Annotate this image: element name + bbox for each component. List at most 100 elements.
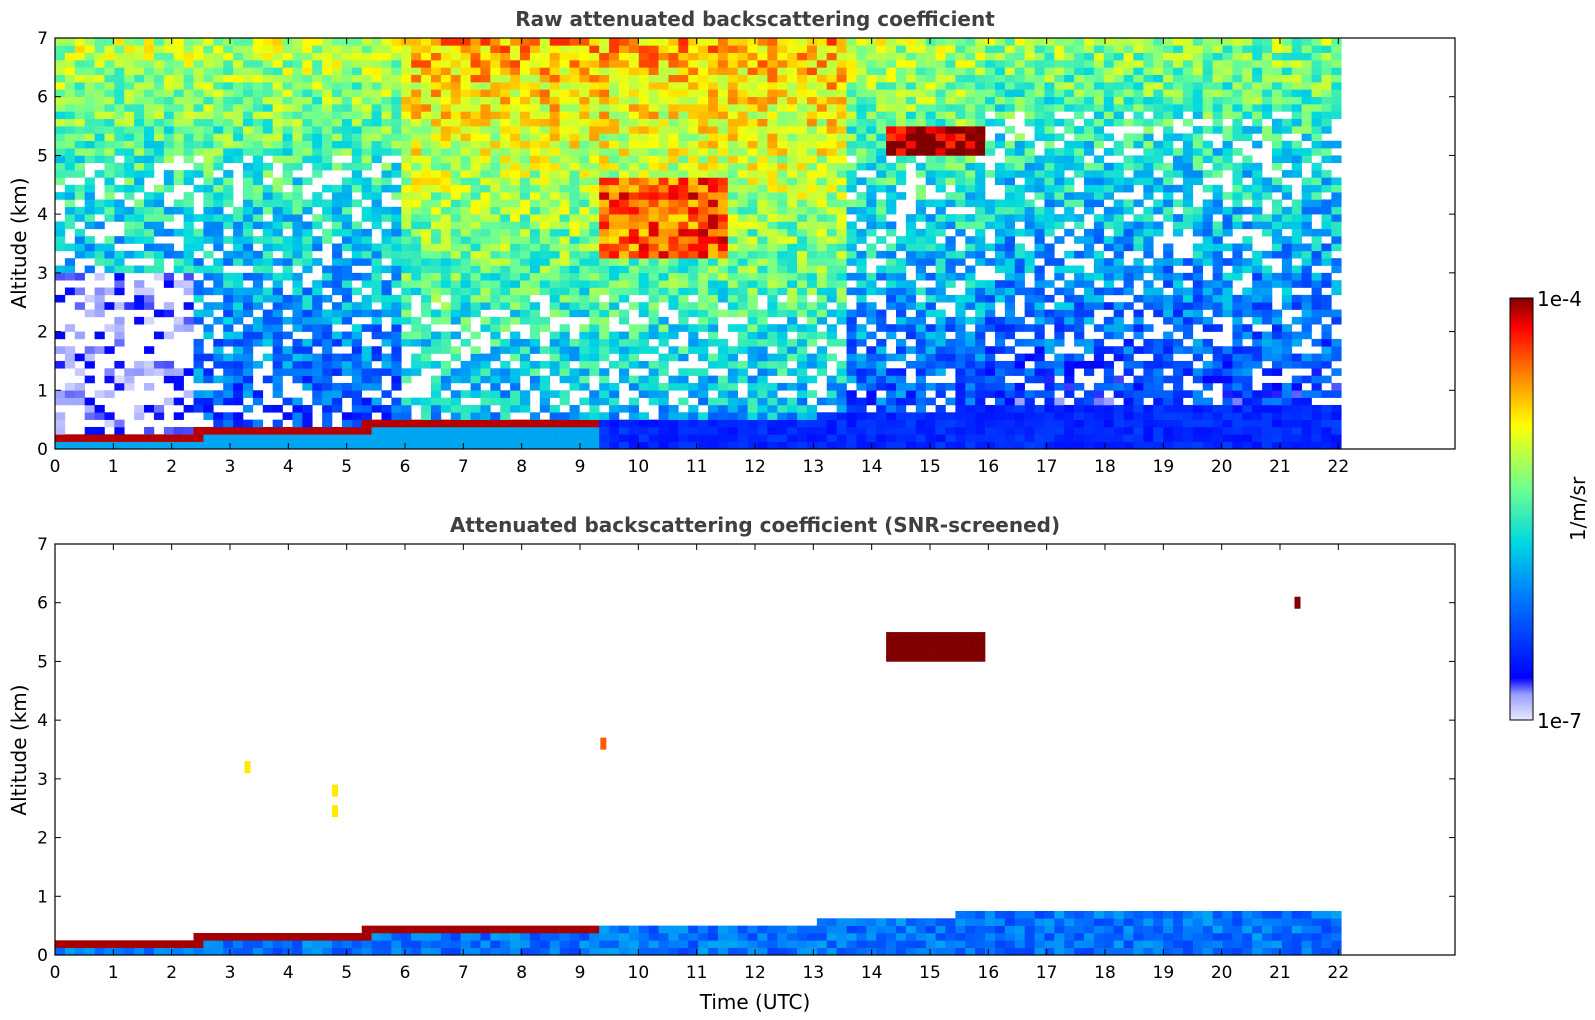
heat-cell (480, 404, 491, 413)
heat-cell (886, 228, 897, 237)
heat-cell (381, 133, 392, 142)
heat-cell (371, 74, 382, 83)
heat-cell (648, 309, 659, 318)
heat-cell (64, 45, 76, 53)
heat-cell (836, 441, 847, 450)
heat-cell (777, 140, 788, 149)
heat-cell (727, 126, 738, 134)
heat-cell (668, 236, 679, 244)
heat-cell (421, 162, 432, 171)
heat-cell (361, 177, 372, 186)
heat-cell (985, 214, 996, 222)
heat-cell (876, 199, 887, 208)
heat-cell (915, 346, 926, 354)
heat-cell (500, 104, 511, 112)
heat-cell (777, 126, 788, 134)
heat-cell (668, 221, 679, 230)
heat-cell (628, 89, 640, 98)
heat-cell (381, 38, 392, 46)
heat-cell (1074, 82, 1085, 90)
heat-cell (351, 60, 363, 68)
heat-cell (529, 74, 541, 83)
heat-cell (1014, 287, 1025, 296)
heat-cell (628, 192, 640, 200)
heat-cell (797, 258, 808, 266)
heat-cell (233, 206, 244, 215)
heat-cell (569, 192, 580, 200)
heat-cell (994, 265, 1006, 274)
heat-cell (717, 258, 729, 266)
heat-cell (193, 214, 204, 222)
heat-cell (757, 434, 768, 442)
heat-cell (401, 258, 412, 266)
heat-cell (846, 140, 857, 149)
heat-cell (618, 192, 630, 200)
heat-cell (638, 426, 649, 435)
heat-cell (925, 60, 936, 68)
heat-cell (1074, 412, 1085, 420)
heat-cell (965, 294, 976, 303)
heat-cell (1034, 170, 1045, 178)
heat-cell (203, 192, 214, 200)
heat-cell (826, 206, 837, 215)
heat-cell (826, 324, 837, 332)
heat-cell (183, 140, 194, 149)
heat-cell (421, 338, 432, 347)
heat-cell (708, 419, 719, 428)
heat-cell (579, 206, 590, 215)
heat-cell (114, 170, 125, 178)
heat-cell (856, 118, 867, 127)
heat-cell (688, 250, 699, 259)
heat-cell (609, 360, 620, 369)
heat-cell (242, 74, 254, 83)
heat-cell (312, 155, 323, 164)
heat-cell (915, 382, 926, 391)
heat-cell (470, 412, 481, 420)
heat-cell (460, 265, 471, 274)
heat-cell (371, 272, 382, 281)
heat-cell (866, 177, 877, 186)
heat-cell (223, 434, 234, 442)
heat-cell (727, 404, 738, 413)
heat-cell (183, 133, 194, 142)
heat-cell (816, 280, 828, 288)
heat-cell (965, 89, 976, 98)
heat-cell (945, 148, 956, 156)
heat-cell (510, 206, 521, 215)
heat-cell (618, 441, 630, 450)
heat-cell (500, 177, 511, 186)
heat-cell (84, 206, 95, 215)
heat-cell (925, 309, 936, 318)
heat-cell (104, 155, 115, 164)
heat-cell (371, 140, 382, 149)
heat-cell (371, 382, 382, 391)
heat-cell (816, 331, 828, 340)
heat-cell (391, 419, 402, 428)
heat-cell (658, 404, 669, 413)
heat-cell (905, 280, 917, 288)
heat-cell (806, 60, 818, 68)
heat-cell (84, 236, 95, 244)
heat-cell (153, 199, 165, 208)
heat-cell (975, 368, 986, 376)
heat-cell (94, 287, 105, 296)
heat-cell (737, 441, 748, 450)
heat-cell (569, 280, 580, 288)
heat-cell (242, 236, 254, 244)
heat-cell (74, 140, 85, 149)
heat-cell (193, 74, 204, 83)
heat-cell (896, 74, 907, 83)
heat-cell (688, 177, 699, 186)
heat-cell (302, 302, 313, 310)
heat-cell (836, 177, 847, 186)
heat-cell (401, 118, 412, 127)
heat-cell (609, 170, 620, 178)
heat-cell (94, 412, 105, 420)
heat-cell (935, 199, 946, 208)
heat-cell (1004, 89, 1016, 98)
heat-cell (609, 390, 620, 398)
heat-cell (727, 368, 738, 376)
heat-cell (1024, 214, 1035, 222)
heat-cell (391, 368, 402, 376)
heat-cell (440, 162, 452, 171)
